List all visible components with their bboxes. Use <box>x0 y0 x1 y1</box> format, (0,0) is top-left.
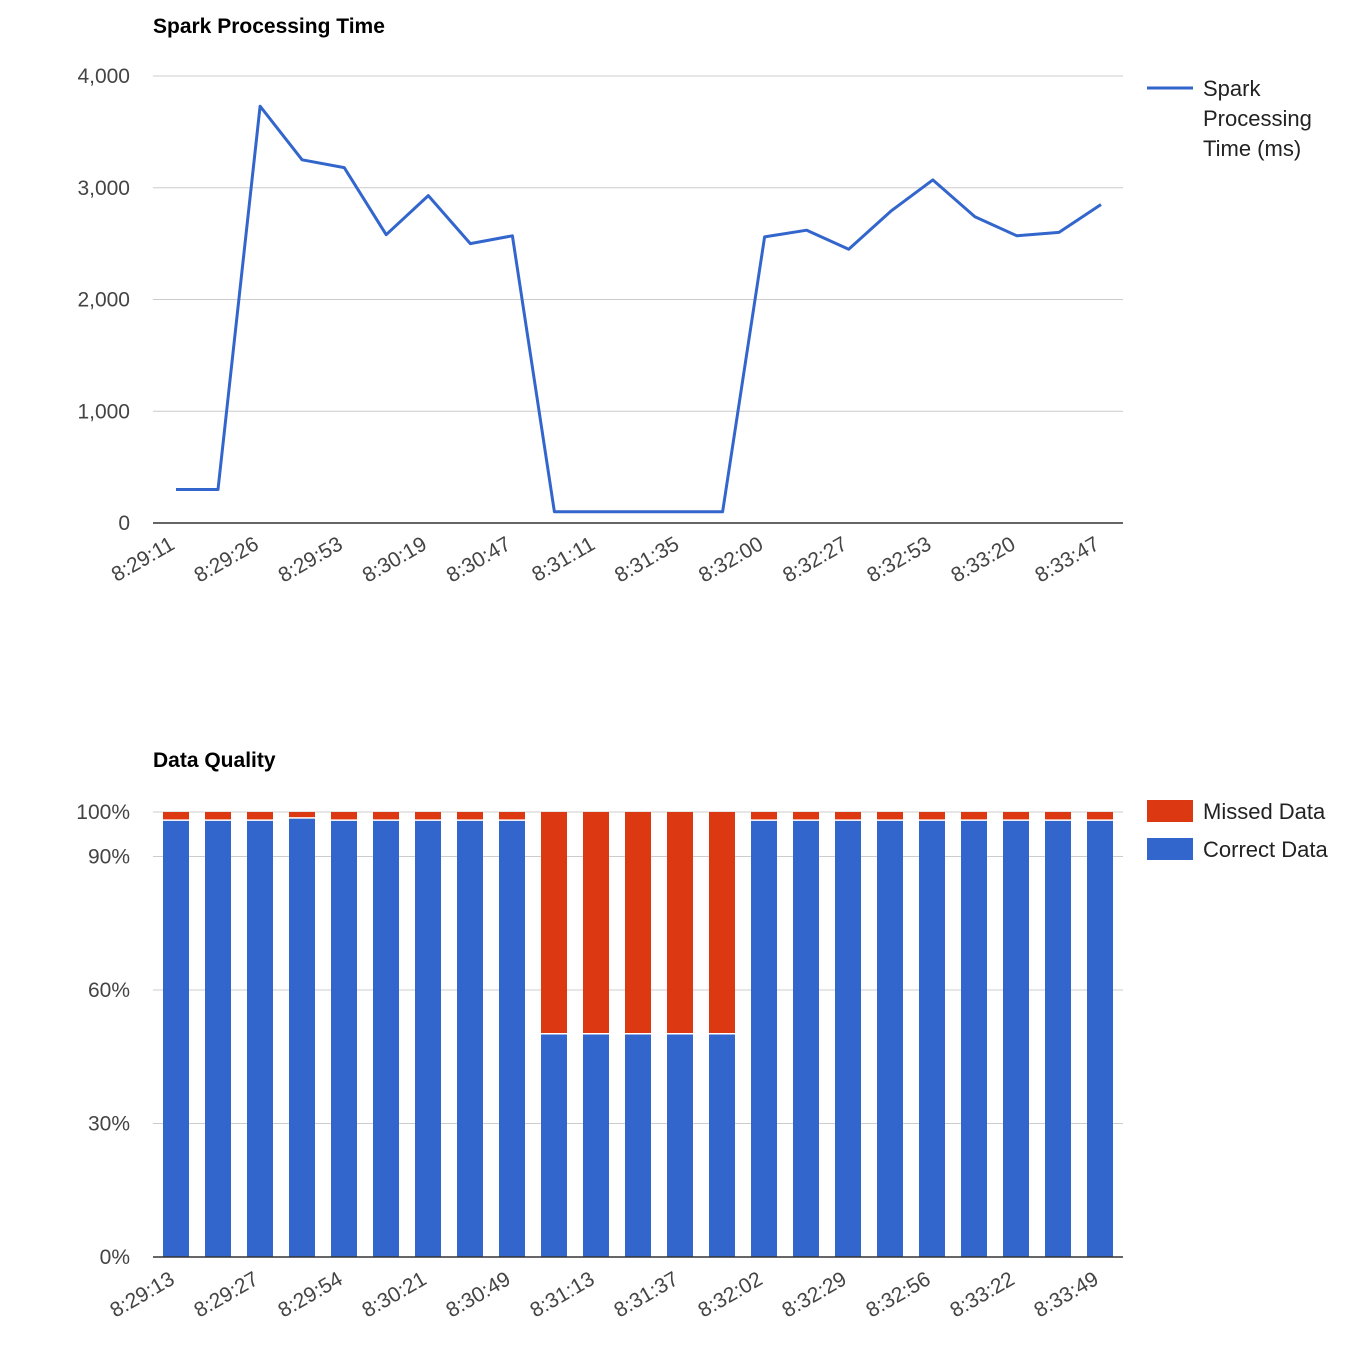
bar-missed-data <box>625 812 651 1033</box>
data-quality-legend: Missed Data Correct Data <box>1147 799 1328 862</box>
y-tick-label: 4,000 <box>77 65 130 88</box>
bar-missed-data <box>205 812 231 820</box>
x-tick-label: 8:30:47 <box>443 532 515 587</box>
bar-missed-data <box>499 812 525 820</box>
bar-missed-data <box>457 812 483 820</box>
bar-missed-data <box>835 812 861 820</box>
bar-missed-data <box>751 812 777 820</box>
bar-correct-data <box>1003 820 1029 1257</box>
y-tick-label: 1,000 <box>77 400 130 423</box>
bar-missed-data <box>163 812 189 820</box>
y-tick-label: 90% <box>88 846 130 869</box>
bar-correct-data <box>331 820 357 1257</box>
bar-missed-data <box>919 812 945 820</box>
data-quality-chart: Data Quality 0% 30% 60% 90% 100% 8:29:13 8:29… <box>0 735 1367 1362</box>
bar-missed-data <box>247 812 273 820</box>
y-tick-label: 2,000 <box>77 289 130 312</box>
bar-missed-data <box>415 812 441 820</box>
x-tick-label: 8:33:49 <box>1030 1267 1102 1322</box>
bar-correct-data <box>961 820 987 1257</box>
bar-missed-data <box>541 812 567 1033</box>
data-quality-svg: Data Quality 0%30%60%90%100% 8:29:13 8:29… <box>76 749 1328 1322</box>
bar-missed-data <box>877 812 903 820</box>
legend-label: Spark Processing Time (ms) <box>1203 76 1312 161</box>
x-tick-label: 8:30:49 <box>442 1267 514 1322</box>
bar-missed-data <box>709 812 735 1033</box>
processing-time-svg: Spark Processing Time 0 1,000 2,000 3,000 4,… <box>77 15 1312 587</box>
x-tick-label: 8:29:27 <box>190 1267 262 1322</box>
x-tick-label: 8:29:53 <box>274 532 346 587</box>
processing-time-title: Spark Processing Time <box>153 15 385 38</box>
bar-correct-data <box>877 820 903 1257</box>
bar-correct-data <box>625 1034 651 1257</box>
x-tick-label: 8:32:56 <box>862 1267 934 1322</box>
bar-missed-data <box>1087 812 1113 820</box>
bar-correct-data <box>289 818 315 1257</box>
bar-correct-data <box>457 820 483 1257</box>
legend-swatch <box>1147 838 1193 860</box>
y-tick-label: 60% <box>88 979 130 1002</box>
bar-correct-data <box>163 820 189 1257</box>
x-tick-label: 8:29:13 <box>106 1267 178 1322</box>
bar-correct-data <box>709 1034 735 1257</box>
processing-time-chart: Spark Processing Time 0 1,000 2,000 3,000 4,… <box>0 0 1367 680</box>
x-tick-label: 8:32:00 <box>695 532 767 587</box>
x-tick-label: 8:33:47 <box>1031 532 1103 587</box>
processing-time-legend: Spark Processing Time (ms) <box>1147 76 1312 161</box>
y-tick-label: 30% <box>88 1113 130 1136</box>
x-tick-label: 8:32:02 <box>694 1267 766 1322</box>
bar-missed-data <box>793 812 819 820</box>
bar-correct-data <box>793 820 819 1257</box>
bar-correct-data <box>247 820 273 1257</box>
bar-missed-data <box>331 812 357 820</box>
x-tick-label: 8:32:27 <box>779 532 851 587</box>
legend-swatch <box>1147 800 1193 822</box>
bar-missed-data <box>373 812 399 820</box>
bar-correct-data <box>1087 820 1113 1257</box>
bar-correct-data <box>919 820 945 1257</box>
bar-correct-data <box>835 820 861 1257</box>
bar-missed-data <box>583 812 609 1033</box>
bar-correct-data <box>1045 820 1071 1257</box>
bar-correct-data <box>205 820 231 1257</box>
bar-correct-data <box>541 1034 567 1257</box>
bar-correct-data <box>499 820 525 1257</box>
legend-label: Correct Data <box>1203 837 1328 862</box>
bar-correct-data <box>751 820 777 1257</box>
x-tick-label: 8:31:35 <box>611 532 683 587</box>
bar-missed-data <box>1003 812 1029 820</box>
bar-correct-data <box>415 820 441 1257</box>
x-tick-label: 8:29:11 <box>108 532 179 586</box>
x-tick-label: 8:30:19 <box>359 532 431 587</box>
y-tick-label: 100% <box>76 801 130 824</box>
y-tick-label: 3,000 <box>77 177 130 200</box>
x-tick-label: 8:29:26 <box>190 532 262 587</box>
bar-correct-data <box>373 820 399 1257</box>
x-tick-label: 8:31:37 <box>610 1267 682 1322</box>
bar-missed-data <box>961 812 987 820</box>
bar-correct-data <box>583 1034 609 1257</box>
data-quality-title: Data Quality <box>153 749 276 772</box>
x-tick-label: 8:31:13 <box>526 1267 598 1322</box>
x-tick-label: 8:33:20 <box>947 532 1019 587</box>
y-tick-label: 0 <box>118 512 130 535</box>
bar-missed-data <box>289 812 315 818</box>
bar-correct-data <box>667 1034 693 1257</box>
x-tick-label: 8:29:54 <box>274 1267 346 1322</box>
x-tick-label: 8:32:29 <box>778 1267 850 1322</box>
processing-time-line <box>176 104 1102 514</box>
legend-label: Missed Data <box>1203 799 1326 824</box>
x-tick-label: 8:33:22 <box>946 1267 1018 1322</box>
x-tick-label: 8:31:11 <box>528 532 599 586</box>
x-tick-label: 8:30:21 <box>358 1267 430 1322</box>
y-tick-label: 0% <box>100 1246 130 1269</box>
x-tick-label: 8:32:53 <box>863 532 935 587</box>
bar-missed-data <box>1045 812 1071 820</box>
bar-missed-data <box>667 812 693 1033</box>
